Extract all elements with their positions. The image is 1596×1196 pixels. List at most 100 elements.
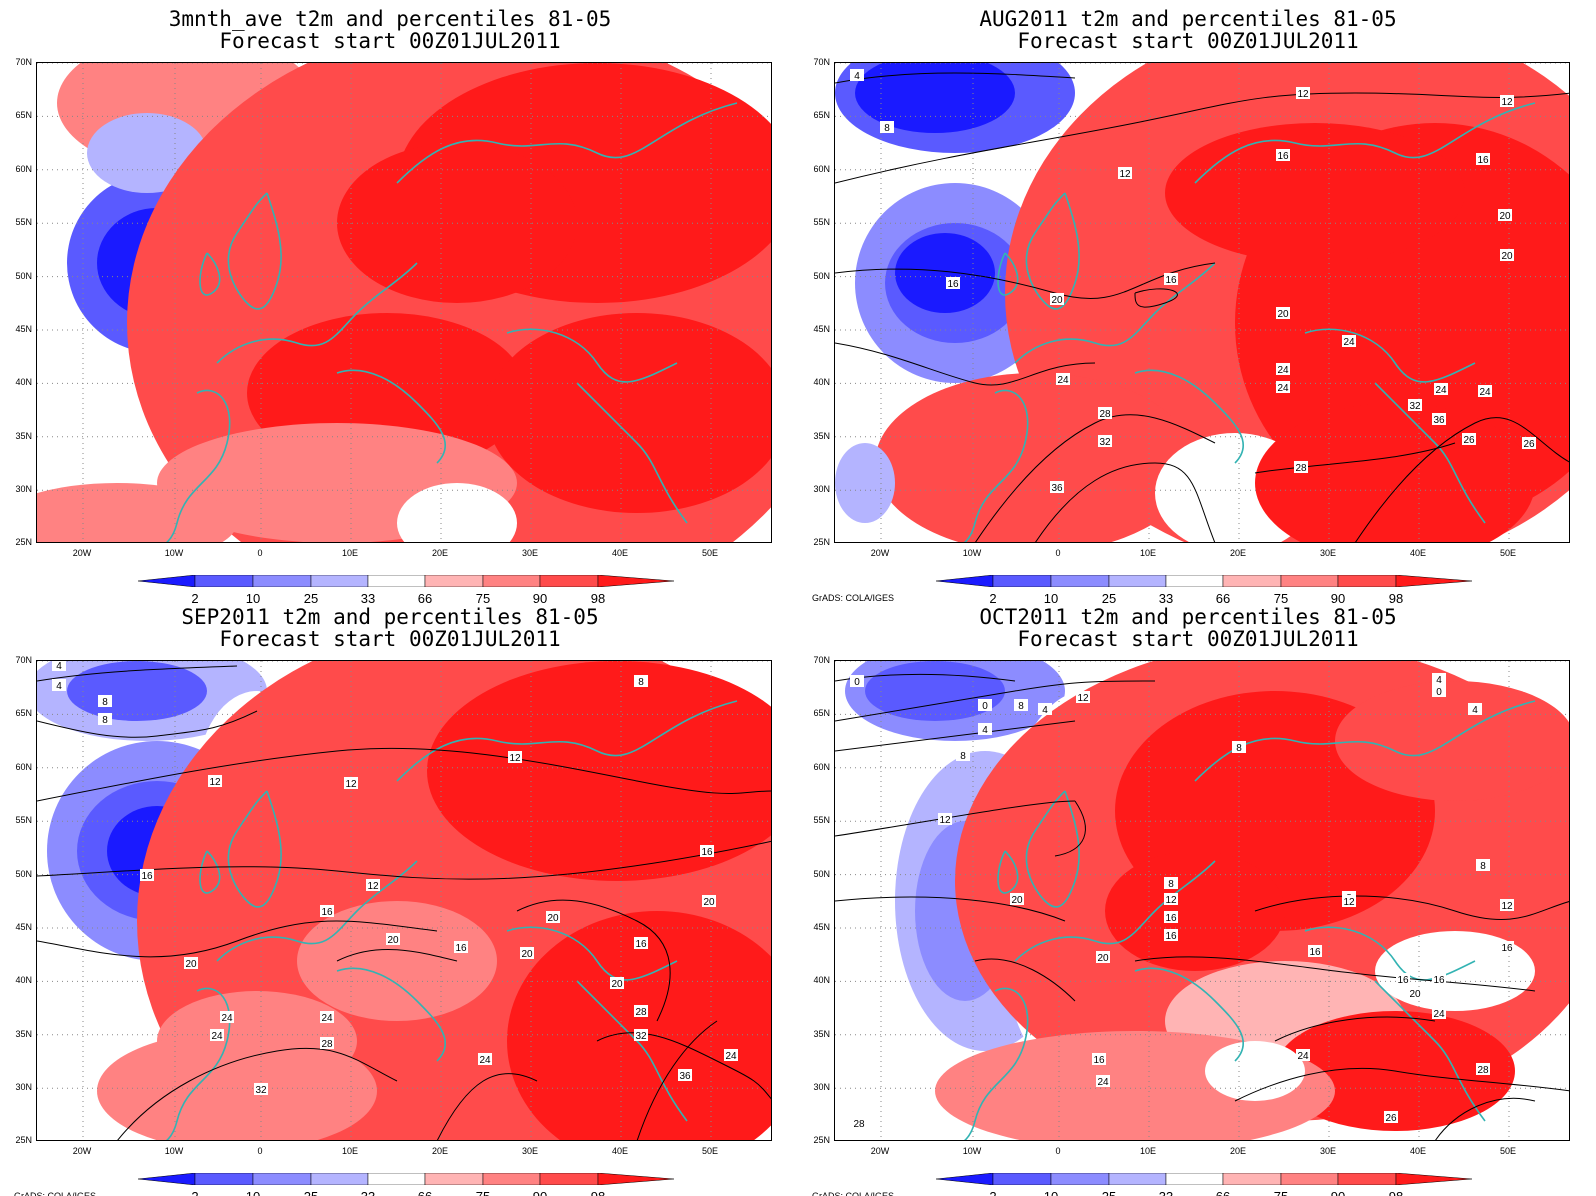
contour-label-text: 4 [56, 661, 62, 672]
contour-label: 16 [1476, 153, 1490, 166]
contour-label: 8 [98, 713, 112, 726]
temperature-contour [596, 1032, 771, 1100]
latitude-label: 70N [813, 57, 830, 67]
contour-label-text: 0 [854, 677, 860, 688]
coastline [506, 926, 678, 981]
contour-label: 20 [1498, 209, 1512, 222]
longitude-label: 20W [72, 548, 92, 558]
contour-label-text: 8 [1168, 879, 1174, 890]
coastline [336, 369, 447, 464]
map-panel-1: AUG2011 t2m and percentiles 81-05 Forecas… [798, 0, 1578, 606]
contour-label-text: 12 [1501, 901, 1513, 912]
latitude-label: 45N [15, 324, 32, 334]
contour-label-text: 36 [1051, 483, 1063, 494]
temperature-contour [835, 92, 1569, 184]
temperature-contour [835, 342, 1096, 386]
longitude-label: 20W [72, 1146, 92, 1156]
coastline [576, 382, 688, 524]
colorbar-segment [424, 575, 484, 587]
coastline [1304, 328, 1476, 383]
contour-label: 8 [1232, 741, 1246, 754]
contour-label: 16 [1276, 149, 1290, 162]
colorbar [138, 575, 674, 587]
colorbar-label: 10 [238, 1189, 268, 1196]
panel-title: AUG2011 t2m and percentiles 81-05 [979, 7, 1397, 31]
temperature-contour [436, 1073, 538, 1140]
contour-label-text: 26 [1385, 1113, 1397, 1124]
contour-label: 24 [1296, 1049, 1310, 1062]
contour-label: 20 [702, 895, 716, 908]
colorbar-segment [482, 1173, 541, 1185]
latitude-label: 35N [15, 430, 32, 441]
percentile-map: 4 8 12 12 12 16 16 16 16 20 20 20 20 24 24 24 24 24 24 28 28… [835, 63, 1569, 542]
panel-title: SEP2011 t2m and percentiles 81-05 [181, 605, 599, 629]
contour-label-text: 24 [1057, 375, 1069, 386]
temperature-contour [37, 665, 238, 682]
colorbar-label: 66 [417, 591, 433, 606]
contour-label-text: 12 [1165, 895, 1177, 906]
contour-label-text: 12 [509, 753, 521, 764]
temperature-contour [117, 1047, 398, 1140]
contour-label-text: 20 [1097, 953, 1109, 964]
latitude-label: 30N [813, 484, 830, 495]
colorbar-label: 75 [1273, 591, 1289, 606]
contour-label: 16 [1396, 973, 1410, 986]
latitude-label: 25N [813, 537, 830, 547]
contour-label-text: 32 [1099, 437, 1111, 448]
contour-label: 4 [1038, 703, 1052, 716]
longitude-label: 30E [1319, 1146, 1336, 1156]
percentile-shade-region [855, 63, 1015, 133]
latitude-label: 70N [15, 655, 32, 665]
contour-label-text: 12 [1501, 97, 1513, 108]
coastline [1194, 102, 1536, 184]
grads-credit: GrADS: COLA/IGES [812, 593, 895, 603]
colorbar-segment [482, 575, 541, 587]
percentile-shade-region [1205, 1041, 1305, 1101]
colorbar-label: 33 [1158, 591, 1174, 606]
contour-label-text: 32 [1409, 401, 1421, 412]
contour-label: 24 [1276, 363, 1290, 376]
percentile-shade-region [1335, 681, 1569, 801]
contour-label: 20 [386, 933, 400, 946]
colorbar-label: 33 [1151, 1189, 1181, 1196]
contour-label: 20 [610, 977, 624, 990]
contour-label: 16 [454, 941, 468, 954]
panel-subtitle: Forecast start 00Z01JUL2011 [1017, 29, 1359, 53]
temperature-contour [835, 896, 1066, 922]
colorbar-label: 98 [1381, 1189, 1411, 1196]
grads-credit: GrADS: COLA/IGES [14, 1191, 97, 1196]
contour-label-text: 24 [479, 1055, 491, 1066]
latitude-label: 50N [813, 270, 830, 281]
contour-label: 0 [850, 675, 864, 688]
latitude-label: 55N [15, 815, 32, 826]
contour-label: 12 [508, 751, 522, 764]
contour-label-text: 16 [141, 871, 153, 882]
contour-label-text: 8 [884, 123, 890, 134]
percentile-shade-region [1165, 123, 1465, 263]
longitude-label: 30E [1319, 548, 1336, 558]
coastline [227, 790, 282, 908]
latitude-label: 55N [15, 217, 32, 228]
contour-label: 24 [1434, 383, 1448, 396]
contour-label: 16 [1308, 945, 1322, 958]
contour-label-text: 32 [635, 1031, 647, 1042]
latitude-label: 45N [15, 922, 32, 932]
contour-label-text: 20 [1501, 251, 1513, 262]
colorbar-segment [539, 575, 599, 587]
contour-label: 20 [1276, 307, 1290, 320]
percentile-shade-region [835, 443, 895, 523]
longitude-label: 30E [521, 1146, 538, 1156]
contour-label-text: 4 [1042, 705, 1048, 716]
colorbar-segment [310, 575, 369, 587]
longitude-label: 20E [1229, 1146, 1246, 1156]
contour-label-text: 8 [1236, 743, 1242, 754]
coastline [1014, 262, 1216, 364]
contour-label: 32 [634, 1029, 648, 1042]
percentile-shade-region [397, 483, 517, 542]
longitude-label: 0 [257, 548, 263, 558]
colorbar-label: 25 [296, 1189, 326, 1196]
map-panel-2: SEP2011 t2m and percentiles 81-05 Forecas… [0, 598, 780, 1196]
temperature-contour [37, 747, 771, 802]
coastline [165, 389, 231, 542]
contour-label-text: 16 [701, 847, 713, 858]
